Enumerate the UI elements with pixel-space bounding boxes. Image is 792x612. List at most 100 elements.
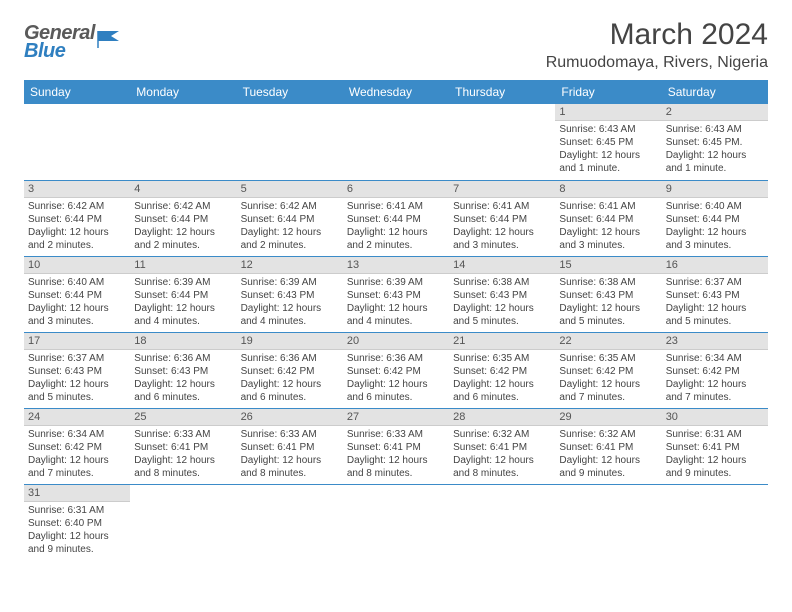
sunset-text: Sunset: 6:42 PM — [241, 365, 339, 378]
sunrise-text: Sunrise: 6:34 AM — [666, 352, 764, 365]
day-detail: Sunrise: 6:34 AMSunset: 6:42 PMDaylight:… — [24, 426, 130, 484]
day-cell — [130, 484, 236, 560]
day-cell: 31Sunrise: 6:31 AMSunset: 6:40 PMDayligh… — [24, 484, 130, 560]
sunrise-text: Sunrise: 6:40 AM — [28, 276, 126, 289]
daylight-text: Daylight: 12 hours and 9 minutes. — [28, 530, 126, 556]
day-cell: 17Sunrise: 6:37 AMSunset: 6:43 PMDayligh… — [24, 332, 130, 408]
sunrise-text: Sunrise: 6:35 AM — [453, 352, 551, 365]
sunset-text: Sunset: 6:44 PM — [666, 213, 764, 226]
day-number: 7 — [449, 181, 555, 198]
daylight-text: Daylight: 12 hours and 7 minutes. — [28, 454, 126, 480]
day-cell: 18Sunrise: 6:36 AMSunset: 6:43 PMDayligh… — [130, 332, 236, 408]
sunset-text: Sunset: 6:42 PM — [559, 365, 657, 378]
day-detail: Sunrise: 6:33 AMSunset: 6:41 PMDaylight:… — [343, 426, 449, 484]
daylight-text: Daylight: 12 hours and 8 minutes. — [453, 454, 551, 480]
sunrise-text: Sunrise: 6:32 AM — [559, 428, 657, 441]
day-number: 20 — [343, 333, 449, 350]
day-number: 21 — [449, 333, 555, 350]
day-detail: Sunrise: 6:43 AMSunset: 6:45 PM.Daylight… — [662, 121, 768, 179]
sunrise-text: Sunrise: 6:36 AM — [347, 352, 445, 365]
day-cell: 19Sunrise: 6:36 AMSunset: 6:42 PMDayligh… — [237, 332, 343, 408]
sunset-text: Sunset: 6:43 PM — [666, 289, 764, 302]
sunset-text: Sunset: 6:44 PM — [28, 213, 126, 226]
day-cell: 24Sunrise: 6:34 AMSunset: 6:42 PMDayligh… — [24, 408, 130, 484]
day-detail: Sunrise: 6:35 AMSunset: 6:42 PMDaylight:… — [555, 350, 661, 408]
sunset-text: Sunset: 6:44 PM — [28, 289, 126, 302]
day-cell: 6Sunrise: 6:41 AMSunset: 6:44 PMDaylight… — [343, 180, 449, 256]
location: Rumuodomaya, Rivers, Nigeria — [546, 54, 768, 72]
daylight-text: Daylight: 12 hours and 2 minutes. — [347, 226, 445, 252]
day-header: Thursday — [449, 80, 555, 104]
sunrise-text: Sunrise: 6:31 AM — [28, 504, 126, 517]
day-cell: 2Sunrise: 6:43 AMSunset: 6:45 PM.Dayligh… — [662, 104, 768, 180]
sunset-text: Sunset: 6:42 PM — [347, 365, 445, 378]
day-header: Tuesday — [237, 80, 343, 104]
day-number: 10 — [24, 257, 130, 274]
sunrise-text: Sunrise: 6:37 AM — [666, 276, 764, 289]
day-cell — [130, 104, 236, 180]
daylight-text: Daylight: 12 hours and 2 minutes. — [28, 226, 126, 252]
day-detail: Sunrise: 6:39 AMSunset: 6:44 PMDaylight:… — [130, 274, 236, 332]
day-number: 15 — [555, 257, 661, 274]
day-detail: Sunrise: 6:36 AMSunset: 6:42 PMDaylight:… — [237, 350, 343, 408]
day-detail: Sunrise: 6:41 AMSunset: 6:44 PMDaylight:… — [555, 198, 661, 256]
day-header: Friday — [555, 80, 661, 104]
week-row: 17Sunrise: 6:37 AMSunset: 6:43 PMDayligh… — [24, 332, 768, 408]
day-detail: Sunrise: 6:36 AMSunset: 6:43 PMDaylight:… — [130, 350, 236, 408]
daylight-text: Daylight: 12 hours and 2 minutes. — [241, 226, 339, 252]
sunrise-text: Sunrise: 6:36 AM — [241, 352, 339, 365]
sunset-text: Sunset: 6:45 PM — [559, 136, 657, 149]
daylight-text: Daylight: 12 hours and 7 minutes. — [666, 378, 764, 404]
day-number: 6 — [343, 181, 449, 198]
day-cell: 22Sunrise: 6:35 AMSunset: 6:42 PMDayligh… — [555, 332, 661, 408]
sunrise-text: Sunrise: 6:33 AM — [347, 428, 445, 441]
daylight-text: Daylight: 12 hours and 8 minutes. — [241, 454, 339, 480]
day-cell: 14Sunrise: 6:38 AMSunset: 6:43 PMDayligh… — [449, 256, 555, 332]
daylight-text: Daylight: 12 hours and 4 minutes. — [241, 302, 339, 328]
day-detail: Sunrise: 6:37 AMSunset: 6:43 PMDaylight:… — [24, 350, 130, 408]
day-header: Sunday — [24, 80, 130, 104]
daylight-text: Daylight: 12 hours and 6 minutes. — [241, 378, 339, 404]
day-detail: Sunrise: 6:43 AMSunset: 6:45 PMDaylight:… — [555, 121, 661, 179]
sunrise-text: Sunrise: 6:38 AM — [453, 276, 551, 289]
sunset-text: Sunset: 6:43 PM — [453, 289, 551, 302]
day-number: 11 — [130, 257, 236, 274]
week-row: 10 Sunrise: 6:40 AMSunset: 6:44 PM Dayligh… — [24, 256, 768, 332]
sunset-text: Sunset: 6:41 PM — [134, 441, 232, 454]
sunrise-text: Sunrise: 6:41 AM — [559, 200, 657, 213]
day-cell: 28Sunrise: 6:32 AMSunset: 6:41 PMDayligh… — [449, 408, 555, 484]
daylight-text: Daylight: 12 hours and 5 minutes. — [453, 302, 551, 328]
day-number: 5 — [237, 181, 343, 198]
day-detail: Sunrise: 6:40 AMSunset: 6:44 PMDaylight:… — [662, 198, 768, 256]
day-number: 28 — [449, 409, 555, 426]
day-detail: Sunrise: 6:42 AMSunset: 6:44 PMDaylight:… — [130, 198, 236, 256]
day-detail: Sunrise: 6:32 AMSunset: 6:41 PMDaylight:… — [555, 426, 661, 484]
sunset-text: Sunset: 6:43 PM — [347, 289, 445, 302]
daylight-text: Daylight: 12 hours and 7 minutes. — [559, 378, 657, 404]
daylight-text: Daylight: 12 hours and 8 minutes. — [347, 454, 445, 480]
week-row: 3Sunrise: 6:42 AMSunset: 6:44 PMDaylight… — [24, 180, 768, 256]
day-cell: 3Sunrise: 6:42 AMSunset: 6:44 PMDaylight… — [24, 180, 130, 256]
day-number: 1 — [555, 104, 661, 121]
day-cell: 23Sunrise: 6:34 AMSunset: 6:42 PMDayligh… — [662, 332, 768, 408]
sunset-text: Sunset: 6:41 PM — [453, 441, 551, 454]
sunrise-text: Sunrise: 6:42 AM — [28, 200, 126, 213]
sunrise-text: Sunrise: 6:31 AM — [666, 428, 764, 441]
day-detail: Sunrise: 6:37 AMSunset: 6:43 PMDaylight:… — [662, 274, 768, 332]
sunset-text: Sunset: 6:43 PM — [559, 289, 657, 302]
day-cell: 10Sunrise: 6:40 AMSunset: 6:44 PMDayligh… — [24, 256, 130, 332]
day-detail: Sunrise: 6:32 AMSunset: 6:41 PMDaylight:… — [449, 426, 555, 484]
day-number: 25 — [130, 409, 236, 426]
sunset-text: Sunset: 6:43 PM — [28, 365, 126, 378]
day-cell: 29Sunrise: 6:32 AMSunset: 6:41 PMDayligh… — [555, 408, 661, 484]
day-header: Saturday — [662, 80, 768, 104]
day-detail: Sunrise: 6:41 AMSunset: 6:44 PMDaylight:… — [343, 198, 449, 256]
sunrise-text: Sunrise: 6:37 AM — [28, 352, 126, 365]
daylight-text: Daylight: 12 hours and 9 minutes. — [559, 454, 657, 480]
day-cell: 27Sunrise: 6:33 AMSunset: 6:41 PMDayligh… — [343, 408, 449, 484]
sunrise-text: Sunrise: 6:43 AM — [559, 123, 657, 136]
day-detail: Sunrise: 6:42 AMSunset: 6:44 PMDaylight:… — [237, 198, 343, 256]
sunset-text: Sunset: 6:42 PM — [28, 441, 126, 454]
sunset-text: Sunset: 6:44 PM — [347, 213, 445, 226]
day-detail: Sunrise: 6:35 AMSunset: 6:42 PMDaylight:… — [449, 350, 555, 408]
